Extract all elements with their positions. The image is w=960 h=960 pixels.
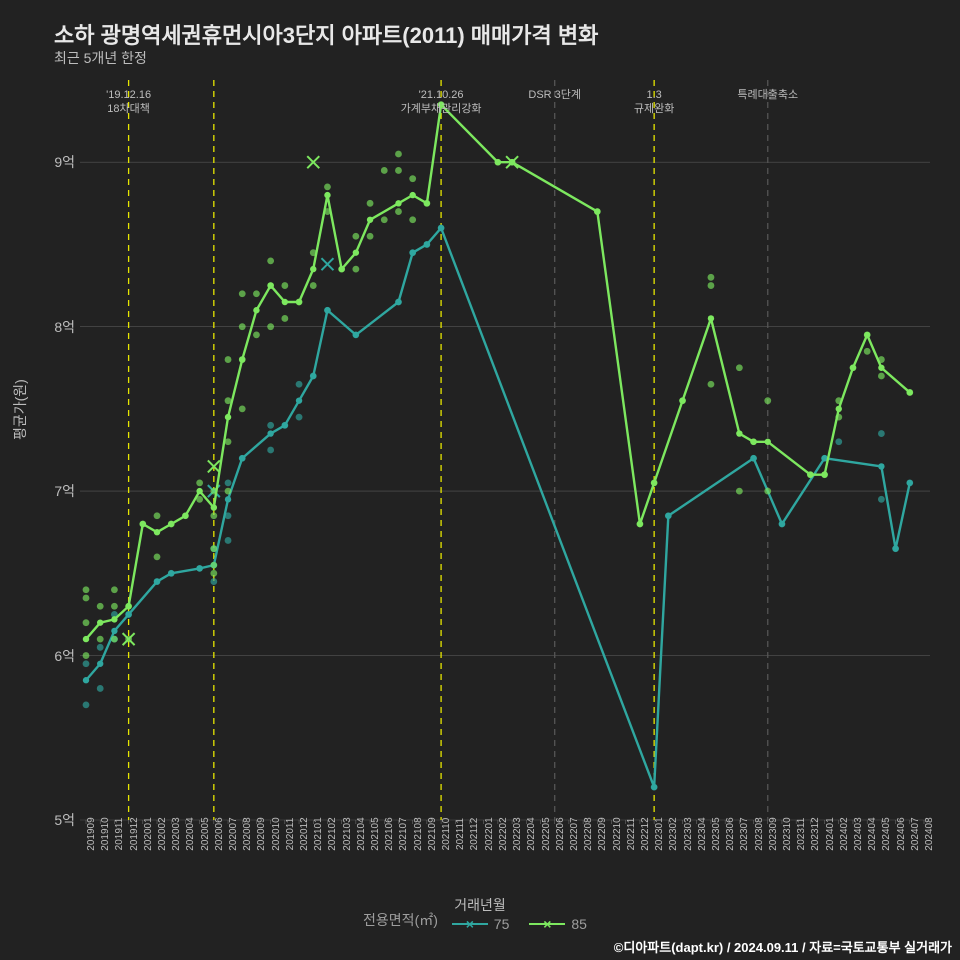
x-tick-label: 202004 xyxy=(185,817,196,850)
x-tick-label: 202302 xyxy=(668,817,679,850)
x-tick-label: 202012 xyxy=(299,817,310,850)
x-tick-label: 202204 xyxy=(526,817,537,850)
x-tick-label: 202309 xyxy=(768,817,779,850)
x-tick-label: 202212 xyxy=(640,817,651,850)
policy-annotation: DSR 3단계 xyxy=(528,88,581,102)
y-tick-label: 8억 xyxy=(54,317,75,337)
x-tick-label: 202109 xyxy=(427,817,438,850)
x-tick-label: 202312 xyxy=(810,817,821,850)
x-tick-label: 201909 xyxy=(86,817,97,850)
x-tick-label: 202007 xyxy=(228,817,239,850)
legend-item-75: ×75 xyxy=(452,916,510,932)
policy-annotation: 특례대출축소 xyxy=(737,88,798,102)
x-tick-label: 202006 xyxy=(214,817,225,850)
legend-title: 전용면적(㎡) xyxy=(363,912,438,928)
x-tick-label: 202305 xyxy=(711,817,722,850)
x-tick-label: 202003 xyxy=(171,817,182,850)
x-tick-label: 202101 xyxy=(313,817,324,850)
x-tick-label: 202306 xyxy=(725,817,736,850)
x-tick-label: 202406 xyxy=(896,817,907,850)
x-tick-label: 202308 xyxy=(754,817,765,850)
x-tick-label: 202205 xyxy=(541,817,552,850)
x-tick-label: 202203 xyxy=(512,817,523,850)
x-tick-label: 202105 xyxy=(370,817,381,850)
x-tick-label: 202207 xyxy=(569,817,580,850)
x-tick-label: 202108 xyxy=(413,817,424,850)
x-tick-label: 202005 xyxy=(200,817,211,850)
x-tick-label: 202407 xyxy=(910,817,921,850)
x-tick-label: 202206 xyxy=(555,817,566,850)
x-tick-label: 202211 xyxy=(626,818,637,851)
x-tick-label: 202303 xyxy=(683,817,694,850)
x-tick-label: 202304 xyxy=(697,817,708,850)
x-tick-label: 202405 xyxy=(881,817,892,850)
x-tick-label: 202111 xyxy=(455,818,466,850)
x-tick-label: 202010 xyxy=(271,817,282,850)
x-tick-label: 202210 xyxy=(612,817,623,850)
x-tick-label: 202011 xyxy=(285,818,296,851)
plot-area xyxy=(0,0,960,960)
x-tick-label: 201912 xyxy=(129,817,140,850)
x-tick-label: 202110 xyxy=(441,818,452,851)
legend: 전용면적(㎡) ×75 ×85 xyxy=(0,910,960,932)
x-tick-label: 202301 xyxy=(654,817,665,850)
policy-annotation: '21.10.26가계부채관리강화 xyxy=(401,88,482,117)
x-tick-label: 202310 xyxy=(782,817,793,850)
y-tick-label: 6억 xyxy=(54,646,75,666)
credit-line: ©디아파트(dapt.kr) / 2024.09.11 / 자료=국토교통부 실… xyxy=(614,937,952,956)
x-tick-label: 202008 xyxy=(242,817,253,850)
x-tick-label: 202104 xyxy=(356,817,367,850)
policy-annotation: 1.3규제완화 xyxy=(634,88,674,117)
x-tick-label: 202112 xyxy=(469,818,480,851)
x-tick-label: 202103 xyxy=(342,817,353,850)
x-tick-label: 201910 xyxy=(100,817,111,850)
x-tick-label: 202107 xyxy=(398,817,409,850)
policy-annotation: '19.12.1618차대책 xyxy=(106,88,151,117)
x-tick-label: 202311 xyxy=(796,818,807,851)
x-tick-label: 202001 xyxy=(143,817,154,850)
chart-container: 소하 광명역세권휴먼시아3단지 아파트(2011) 매매가격 변화 최근 5개년… xyxy=(0,0,960,960)
x-tick-label: 202307 xyxy=(739,817,750,850)
x-tick-label: 202202 xyxy=(498,817,509,850)
x-tick-label: 202408 xyxy=(924,817,935,850)
x-tick-label: 202209 xyxy=(597,817,608,850)
y-tick-label: 5억 xyxy=(54,810,75,830)
x-tick-label: 201911 xyxy=(114,818,125,851)
x-tick-label: 202102 xyxy=(327,817,338,850)
x-tick-label: 202404 xyxy=(867,817,878,850)
x-tick-label: 202208 xyxy=(583,817,594,850)
x-tick-label: 202402 xyxy=(839,817,850,850)
x-tick-label: 202201 xyxy=(484,817,495,850)
x-tick-label: 202009 xyxy=(256,817,267,850)
y-tick-label: 9억 xyxy=(54,152,75,172)
y-tick-label: 7억 xyxy=(54,481,75,501)
x-tick-label: 202403 xyxy=(853,817,864,850)
x-tick-label: 202401 xyxy=(825,817,836,850)
x-tick-label: 202106 xyxy=(384,817,395,850)
legend-item-85: ×85 xyxy=(529,916,587,932)
x-tick-label: 202002 xyxy=(157,817,168,850)
